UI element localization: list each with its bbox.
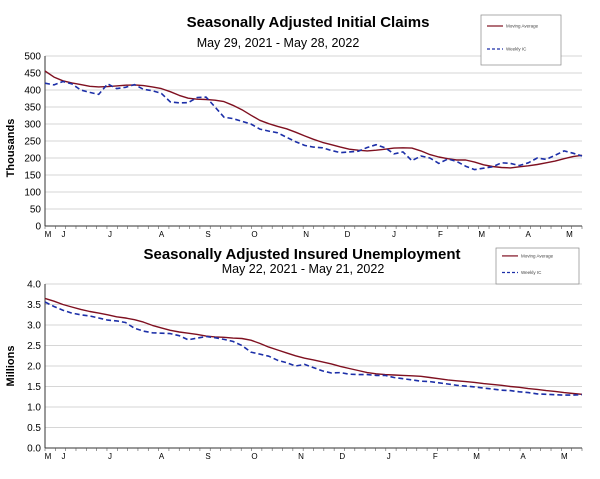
month-label: N — [298, 452, 304, 461]
month-label: M — [478, 230, 485, 239]
y-tick-label: 2.5 — [27, 341, 41, 352]
series-line-weekly — [44, 80, 583, 171]
month-label: F — [433, 452, 438, 461]
y-tick-label: 450 — [24, 69, 41, 80]
y-tick-label: 1.0 — [27, 403, 41, 414]
y-tick-label: 2.0 — [27, 362, 41, 373]
y-tick-label: 0.5 — [27, 423, 41, 434]
y-tick-label: 1.5 — [27, 382, 41, 393]
legend-label: Moving Average — [521, 253, 554, 258]
month-label: M — [473, 452, 480, 461]
month-label: D — [339, 452, 345, 461]
month-label: M — [45, 452, 52, 461]
legend-label: Weekly IC — [506, 47, 527, 52]
series-line-moving-average — [44, 297, 583, 395]
y-tick-label: 3.0 — [27, 321, 41, 332]
chart-subtitle: May 29, 2021 - May 28, 2022 — [197, 36, 360, 50]
month-label: O — [251, 230, 257, 239]
y-tick-label: 4.0 — [27, 280, 41, 291]
y-tick-label: 250 — [24, 137, 41, 148]
chart-title: Seasonally Adjusted Initial Claims — [187, 14, 430, 31]
legend-label: Moving Average — [506, 24, 539, 29]
chart-subtitle: May 22, 2021 - May 21, 2022 — [222, 262, 385, 276]
y-tick-label: 50 — [30, 205, 42, 216]
legend-box — [480, 14, 562, 66]
month-label: D — [345, 230, 351, 239]
legend-label: Weekly IC — [521, 270, 542, 275]
legend-box — [495, 247, 580, 285]
month-label: M — [45, 230, 52, 239]
month-label: A — [526, 230, 532, 239]
y-axis-label: Millions — [5, 346, 17, 387]
month-label: J — [108, 452, 112, 461]
chart-title: Seasonally Adjusted Insured Unemployment — [143, 246, 460, 263]
y-tick-label: 400 — [24, 86, 41, 97]
month-label: J — [61, 452, 65, 461]
y-tick-label: 150 — [24, 171, 41, 182]
month-label: A — [159, 230, 165, 239]
y-tick-label: 500 — [24, 52, 41, 63]
month-label: S — [205, 452, 210, 461]
y-tick-label: 100 — [24, 188, 41, 199]
month-label: F — [438, 230, 443, 239]
month-label: N — [303, 230, 309, 239]
month-label: J — [61, 230, 65, 239]
y-tick-label: 350 — [24, 103, 41, 114]
month-label: O — [251, 452, 257, 461]
month-label: J — [387, 452, 391, 461]
month-label: A — [520, 452, 526, 461]
month-label: J — [392, 230, 396, 239]
month-label: A — [159, 452, 165, 461]
y-tick-label: 0.0 — [27, 444, 41, 455]
y-axis-label: Thousands — [5, 119, 17, 178]
y-tick-label: 200 — [24, 154, 41, 165]
month-label: S — [205, 230, 210, 239]
month-label: M — [566, 230, 573, 239]
month-label: M — [561, 452, 568, 461]
series-line-weekly — [44, 301, 583, 396]
y-tick-label: 0 — [35, 222, 41, 233]
y-tick-label: 3.5 — [27, 300, 41, 311]
month-label: J — [108, 230, 112, 239]
y-tick-label: 300 — [24, 120, 41, 131]
